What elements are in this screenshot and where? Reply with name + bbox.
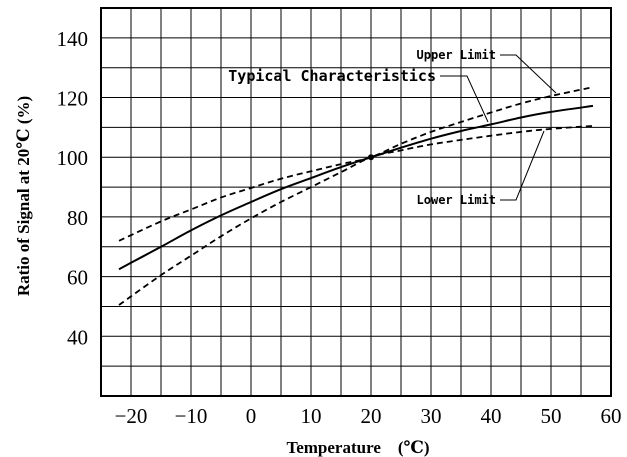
series-layer [118,86,594,306]
y-tick-label: 40 [67,325,88,349]
x-tick-label: 30 [421,404,442,428]
x-tick-label: 40 [481,404,502,428]
annotation-layer: Upper Limit Typical Characteristics Lower … [228,48,557,207]
annotation-leader-lower-limit [500,130,545,201]
x-tick-labels: −20 −10 0 10 20 30 40 50 60 [115,404,622,428]
series-line-typical-characteristics [118,104,594,271]
y-tick-label: 60 [67,266,88,290]
y-axis-label: Ratio of Signal at 20℃ (%) [14,96,33,296]
series-line-lower-limit [118,125,594,306]
x-tick-label: 50 [541,404,562,428]
reference-point [368,154,374,161]
x-tick-label: −10 [175,404,208,428]
annotation-typical-characteristics: Typical Characteristics [228,67,436,85]
annotation-upper-limit: Upper Limit [417,48,496,62]
y-tick-label: 140 [57,27,89,51]
y-tick-label: 120 [57,87,89,111]
y-tick-label: 80 [67,206,88,230]
annotation-leader-typical-characteristics [440,75,489,123]
x-tick-label: 60 [601,404,622,428]
grid-layer [101,8,611,396]
annotation-lower-limit: Lower Limit [417,193,496,207]
x-tick-label: −20 [115,404,148,428]
series-line-upper-limit [118,86,594,242]
plot-frame [100,7,612,397]
x-tick-label: 20 [361,404,382,428]
x-tick-label: 0 [246,404,257,428]
x-axis-label: Temperature (℃) [286,438,429,457]
annotation-leader-upper-limit [500,54,557,94]
y-tick-labels: 40 60 80 100 120 140 [57,27,89,349]
x-tick-label: 10 [301,404,322,428]
y-tick-label: 100 [57,146,89,170]
